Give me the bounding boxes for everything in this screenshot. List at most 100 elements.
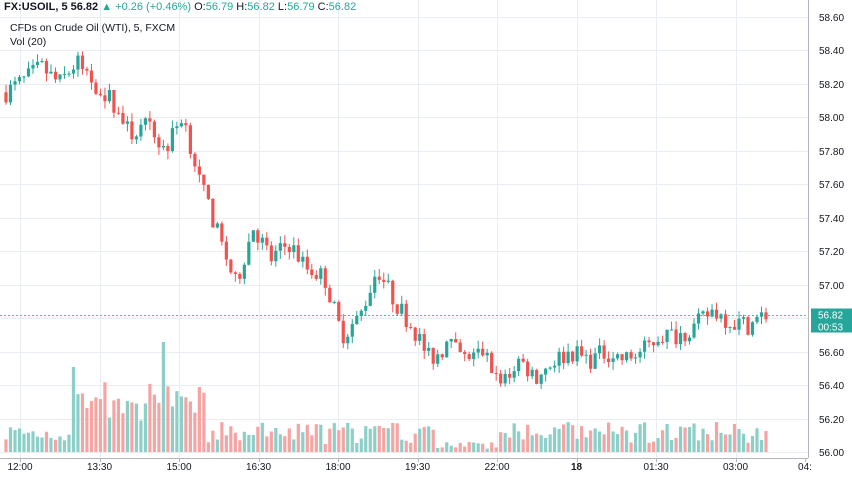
candle (247, 233, 251, 266)
volume-bar (161, 342, 165, 452)
candle-body (139, 124, 143, 137)
candle (633, 353, 638, 364)
candle-body (584, 354, 588, 356)
candle-body (215, 223, 219, 228)
volume-bar (202, 392, 206, 452)
y-tick-label: 57.40 (819, 214, 844, 225)
chart-description: CFDs on Crude Oil (WTI), 5, FXCM (10, 22, 176, 34)
volume-bar (391, 422, 395, 452)
candle-body (58, 74, 62, 80)
volume-bar (696, 440, 701, 452)
candle (76, 51, 80, 77)
candle (355, 311, 359, 325)
candle (35, 54, 40, 69)
volume-bar (332, 423, 336, 452)
candle-body (373, 276, 377, 293)
candle-body (166, 146, 170, 152)
candle (517, 356, 521, 377)
candle (391, 279, 395, 313)
candle-body (449, 339, 453, 342)
candle-body (746, 317, 750, 335)
candle-body (238, 273, 242, 279)
candle (80, 51, 85, 75)
candle-body (287, 246, 291, 253)
candle (503, 369, 507, 387)
volume-bar (764, 430, 768, 452)
volume-bar (224, 435, 228, 452)
candle (260, 234, 264, 250)
candle (481, 341, 485, 357)
volume-bar (323, 443, 327, 452)
candle-body (229, 259, 233, 273)
candle-body (170, 128, 174, 152)
symbol-name[interactable]: FX:USOIL, 5 (4, 1, 68, 13)
candle (211, 198, 215, 228)
volume-bar (76, 394, 80, 452)
candle (553, 360, 557, 373)
candle (508, 368, 512, 385)
volume-bar (400, 439, 404, 452)
candle (624, 351, 629, 363)
candle (642, 336, 647, 359)
y-tick-label: 56.60 (819, 348, 844, 359)
volume-bar (364, 426, 368, 452)
volume-bar (49, 437, 53, 452)
candle (521, 353, 525, 363)
candle (301, 251, 305, 268)
candle (665, 329, 669, 349)
volume-bar (35, 436, 40, 452)
candle-body (395, 304, 399, 314)
candle-body (17, 76, 22, 82)
candle-body (314, 275, 318, 279)
x-tick-label: 01:30 (643, 462, 668, 473)
candle-body (445, 341, 449, 358)
current-price-label: 56.82 (818, 311, 843, 322)
last-price: 56.82 (70, 1, 99, 13)
candle (584, 349, 588, 364)
candle (341, 314, 345, 349)
volume-bar (53, 439, 58, 452)
candle (454, 332, 458, 343)
candle-body (85, 68, 89, 71)
low-value: 56.79 (287, 1, 315, 13)
candle-body (242, 264, 246, 279)
candle-body (553, 365, 557, 368)
volume-bar (368, 428, 372, 452)
candle-body (157, 137, 161, 148)
volume-indicator-label[interactable]: Vol (20) (10, 36, 47, 48)
candle (759, 306, 764, 325)
volume-bar (665, 423, 669, 452)
candle-body (391, 280, 395, 305)
candle (17, 74, 22, 85)
candle-body (485, 352, 489, 356)
volume-bar (494, 447, 498, 452)
candle (395, 303, 399, 316)
candle (409, 323, 413, 330)
volume-bar (580, 426, 584, 452)
volume-bar (732, 423, 737, 452)
candle-body (26, 68, 31, 77)
candle (575, 340, 579, 366)
y-tick-label: 57.60 (819, 180, 844, 191)
volume-bar (301, 432, 305, 452)
candle (346, 333, 350, 350)
volume-bar (242, 431, 246, 452)
candle-body (76, 55, 80, 70)
candle-body (337, 301, 341, 321)
volume-bar (139, 420, 143, 452)
candle-body (202, 174, 206, 185)
candle-body (53, 71, 58, 80)
volume-bar (233, 432, 237, 452)
volume-bar (206, 442, 210, 452)
candle (593, 347, 597, 370)
candle (197, 159, 201, 183)
candle-body (161, 146, 165, 148)
candle-body (269, 245, 273, 262)
candle-body (548, 367, 552, 369)
candle-body (737, 318, 741, 330)
candle-body (521, 358, 525, 362)
volume-bar (750, 436, 755, 452)
volume-bar (125, 401, 130, 452)
candle (535, 368, 539, 385)
